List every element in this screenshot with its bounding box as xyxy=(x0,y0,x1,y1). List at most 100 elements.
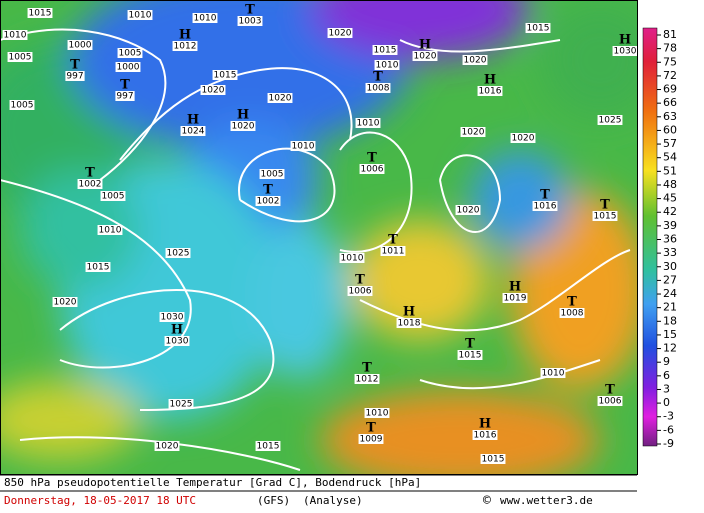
pressure-center-symbol: T xyxy=(263,183,273,198)
pressure-center-symbol: T xyxy=(362,361,372,376)
label-background xyxy=(7,52,33,62)
pressure-center-symbol: T xyxy=(355,273,365,288)
isobar-label: 1020 xyxy=(464,56,487,66)
isobar-label: 1005 xyxy=(261,170,284,180)
scale-label: 21 xyxy=(663,301,677,314)
label-background xyxy=(525,23,551,33)
pressure-center-value: 1020 xyxy=(414,52,437,62)
label-background xyxy=(358,434,384,444)
isobar-label: 1015 xyxy=(214,71,237,81)
label-background xyxy=(237,16,263,26)
label-background xyxy=(77,179,103,189)
label-background xyxy=(374,60,400,70)
pressure-center-value: 1006 xyxy=(361,165,384,175)
color-bar xyxy=(642,27,658,447)
label-background xyxy=(255,196,281,206)
pressure-center-value: 1006 xyxy=(599,397,622,407)
scale-label: 66 xyxy=(663,96,677,109)
label-background xyxy=(52,297,78,307)
isobar-label: 1030 xyxy=(161,313,184,323)
scale-label: 48 xyxy=(663,178,677,191)
label-background xyxy=(230,121,256,131)
label-background xyxy=(65,71,85,81)
isobars xyxy=(0,28,631,471)
scale-label: 42 xyxy=(663,205,677,218)
isobar-label: 1005 xyxy=(9,53,32,63)
pressure-center-symbol: H xyxy=(479,417,491,432)
label-background xyxy=(200,85,226,95)
label-background xyxy=(540,368,566,378)
pressure-center-value: 1008 xyxy=(561,309,584,319)
label-background xyxy=(9,100,35,110)
scale-label: 36 xyxy=(663,233,677,246)
label-background xyxy=(597,115,623,125)
label-background xyxy=(472,430,498,440)
label-background xyxy=(127,10,153,20)
label-background xyxy=(510,133,536,143)
scale-label: 18 xyxy=(663,314,677,327)
label-background xyxy=(372,45,398,55)
label-background xyxy=(100,191,126,201)
scale-label: 30 xyxy=(663,260,677,273)
label-background xyxy=(532,201,558,211)
scale-label: 0 xyxy=(663,396,670,409)
isobar-label: 1020 xyxy=(462,128,485,138)
pressure-center-symbol: H xyxy=(509,280,521,295)
pressure-center-value: 1016 xyxy=(474,431,497,441)
pressure-center-symbol: T xyxy=(367,151,377,166)
pressure-center-symbol: H xyxy=(179,28,191,43)
isobar-label: 1010 xyxy=(542,369,565,379)
scale-label: 33 xyxy=(663,246,677,259)
isobar-label: 1000 xyxy=(69,41,92,51)
label-background xyxy=(457,350,483,360)
footer-site: www.wetter3.de xyxy=(500,494,593,507)
isobar-label: 1015 xyxy=(87,263,110,273)
isobar-label: 1010 xyxy=(292,142,315,152)
label-background xyxy=(359,164,385,174)
label-background xyxy=(355,118,381,128)
label-background xyxy=(612,46,637,56)
footer-copyright: © xyxy=(483,494,491,509)
label-background xyxy=(462,55,488,65)
label-background xyxy=(85,262,111,272)
isobar-label: 1005 xyxy=(102,192,125,202)
scale-label: 27 xyxy=(663,273,677,286)
label-background xyxy=(67,40,93,50)
label-background xyxy=(2,30,28,40)
pressure-center-symbol: H xyxy=(419,38,431,53)
pressure-center-symbol: T xyxy=(366,421,376,436)
pressure-center-value: 1003 xyxy=(239,17,262,27)
footer-date: Donnerstag, 18-05-2017 18 UTC xyxy=(4,494,196,507)
isobar-label: 1010 xyxy=(366,409,389,419)
pressure-center-symbol: H xyxy=(187,113,199,128)
isobar-label: 1025 xyxy=(167,249,190,259)
label-background xyxy=(212,70,238,80)
pressure-center-value: 1016 xyxy=(534,202,557,212)
scale-label: 63 xyxy=(663,110,677,123)
pressure-center-value: 1015 xyxy=(459,351,482,361)
isobar-label: 1000 xyxy=(117,63,140,73)
label-background xyxy=(460,127,486,137)
scale-label: 15 xyxy=(663,328,677,341)
label-background xyxy=(597,396,623,406)
label-background xyxy=(290,141,316,151)
pressure-center-symbol: H xyxy=(619,33,631,48)
label-background xyxy=(412,51,438,61)
footer-model: (GFS) xyxy=(257,494,290,507)
label-background xyxy=(154,441,180,451)
pressure-center-symbol: H xyxy=(484,73,496,88)
footer-title: 850 hPa pseudopotentielle Temperatur [Gr… xyxy=(4,476,421,489)
label-background xyxy=(455,205,481,215)
scale-label: 75 xyxy=(663,55,677,68)
scale-label: 3 xyxy=(663,382,670,395)
map-area: 1015 1010 1010 1010 1000 1005 1020 1015 1020 1015… xyxy=(0,0,637,474)
label-background xyxy=(117,48,143,58)
label-background xyxy=(480,454,506,464)
isobar-label: 1025 xyxy=(170,400,193,410)
label-background xyxy=(180,126,206,136)
pressure-center-symbol: T xyxy=(373,70,383,85)
scale-label: 45 xyxy=(663,192,677,205)
isobar-label: 1015 xyxy=(29,9,52,19)
label-background xyxy=(159,312,185,322)
label-background xyxy=(97,225,123,235)
